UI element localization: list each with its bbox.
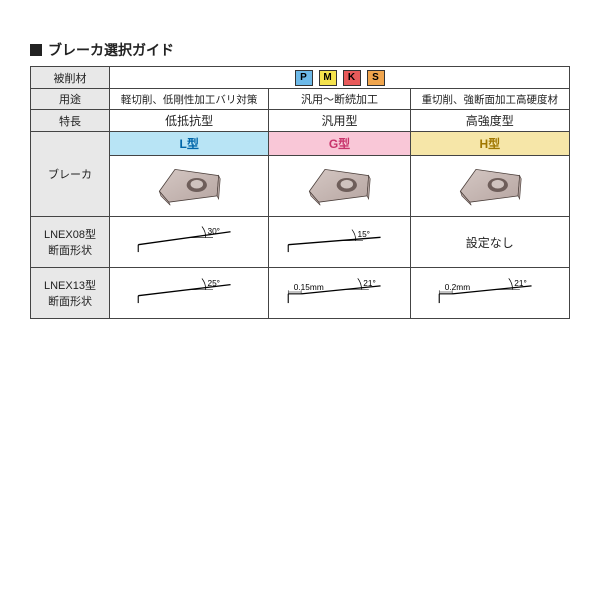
lnex08-H: 設定なし (410, 217, 569, 268)
rowhead-breaker: ブレーカ (31, 132, 110, 217)
section-title: ブレーカ選択ガイド (30, 40, 570, 60)
title-bullet-icon (30, 44, 42, 56)
profile-icon: 30° (129, 220, 249, 262)
profile-icon: 21° 0.15mm (279, 271, 399, 313)
insert-G (269, 156, 410, 217)
rowhead-lnex08: LNEX08型 断面形状 (31, 217, 110, 268)
title-text: ブレーカ選択ガイド (48, 40, 174, 60)
rowhead-lnex13: LNEX13型 断面形状 (31, 268, 110, 319)
feature-L: 低抵抗型 (110, 110, 269, 132)
feature-H: 高強度型 (410, 110, 569, 132)
typehead-H: H型 (410, 132, 569, 156)
insert-icon (451, 161, 529, 209)
profile-icon: 25° (129, 271, 249, 313)
angle-label: 30° (208, 225, 221, 235)
feature-G: 汎用型 (269, 110, 410, 132)
row-breaker: ブレーカ L型 G型 H型 (31, 132, 570, 156)
row-use: 用途 軽切削、低剛性加工バリ対策 汎用～断続加工 重切削、強断面加工高硬度材 (31, 89, 570, 110)
profile-none: 設定なし (466, 236, 514, 250)
use-H: 重切削、強断面加工高硬度材 (410, 89, 569, 110)
rowhead-material: 被削材 (31, 67, 110, 89)
lnex13-H: 21° 0.2mm (410, 268, 569, 319)
material-badges-cell: PMKS (110, 67, 570, 89)
typehead-L: L型 (110, 132, 269, 156)
iso-badge-M: M (319, 70, 337, 86)
insert-icon (300, 161, 378, 209)
angle-label: 21° (514, 277, 527, 287)
row-breaker-img (31, 156, 570, 217)
angle-label: 21° (364, 277, 377, 287)
lnex13-L: 25° (110, 268, 269, 319)
rowhead-use: 用途 (31, 89, 110, 110)
insert-icon (150, 161, 228, 209)
use-G: 汎用～断続加工 (269, 89, 410, 110)
rowhead-feature: 特長 (31, 110, 110, 132)
angle-label: 25° (208, 277, 221, 287)
land-label: 0.15mm (294, 282, 324, 292)
row-lnex13: LNEX13型 断面形状 25° 21° 0.15mm (31, 268, 570, 319)
typehead-G: G型 (269, 132, 410, 156)
profile-icon: 21° 0.2mm (430, 271, 550, 313)
angle-label: 15° (358, 228, 371, 238)
insert-L (110, 156, 269, 217)
iso-badge-K: K (343, 70, 361, 86)
insert-H (410, 156, 569, 217)
iso-badge-P: P (295, 70, 313, 86)
row-material: 被削材 PMKS (31, 67, 570, 89)
lnex08-L: 30° (110, 217, 269, 268)
iso-badge-S: S (367, 70, 385, 86)
profile-icon: 15° (279, 220, 399, 262)
lnex13-G: 21° 0.15mm (269, 268, 410, 319)
lnex08-G: 15° (269, 217, 410, 268)
row-feature: 特長 低抵抗型 汎用型 高強度型 (31, 110, 570, 132)
breaker-guide-table: 被削材 PMKS 用途 軽切削、低剛性加工バリ対策 汎用～断続加工 重切削、強断… (30, 66, 570, 319)
row-lnex08: LNEX08型 断面形状 30° 15° 設定なし (31, 217, 570, 268)
land-label: 0.2mm (445, 282, 470, 292)
use-L: 軽切削、低剛性加工バリ対策 (110, 89, 269, 110)
